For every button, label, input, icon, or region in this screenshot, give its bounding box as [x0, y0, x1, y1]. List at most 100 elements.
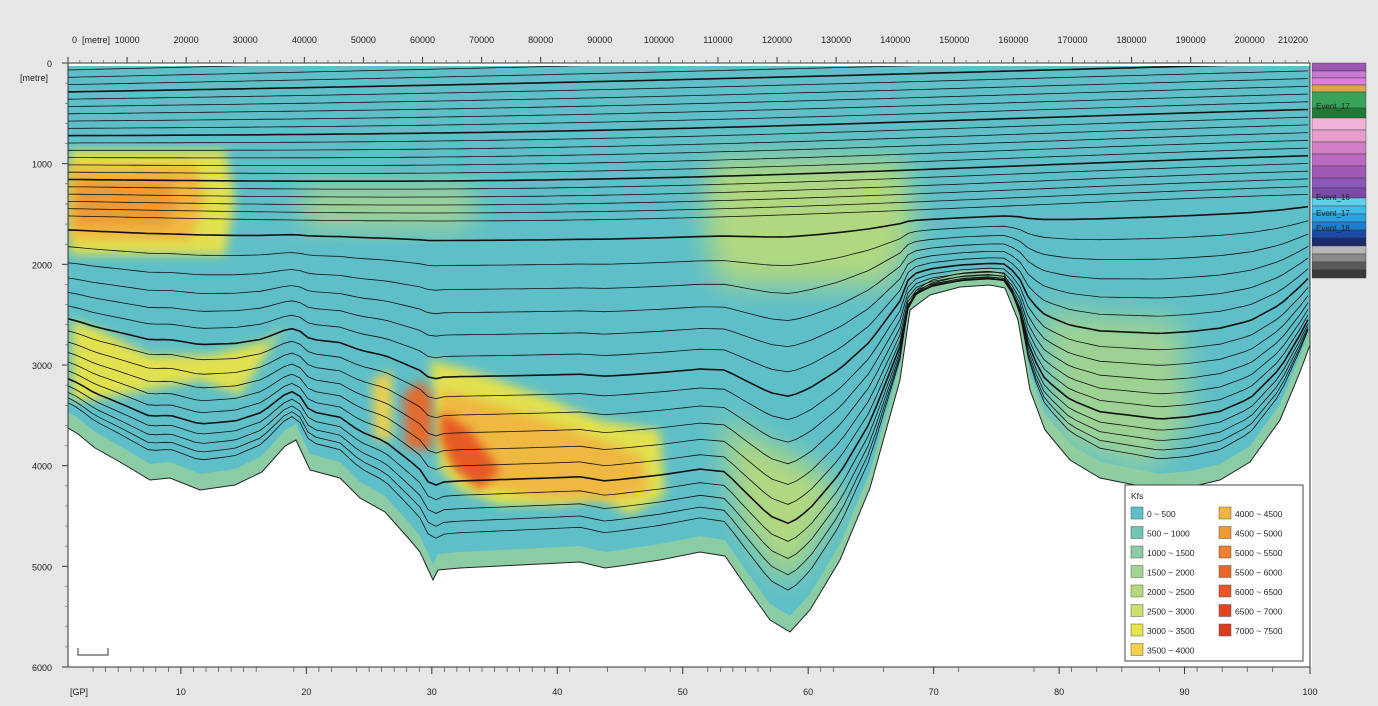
legend-box: [1124, 484, 1304, 662]
bottom-tick-label: 30: [427, 687, 437, 697]
top-tick-label: 0: [72, 35, 77, 45]
legend-swatch: [1130, 565, 1144, 578]
top-tick-label: 30000: [233, 35, 258, 45]
horizon-line-11: [68, 116, 1309, 144]
legend-swatch: [1130, 526, 1144, 539]
legend-entry-label: 6000 ~ 6500: [1235, 587, 1283, 597]
strip-band-9: [1311, 141, 1367, 155]
velocity-anomaly-5: [300, 185, 480, 230]
legend-entry-label: 3500 ~ 4000: [1147, 646, 1195, 656]
section-outline: [67, 284, 1311, 633]
horizon-line-7: [68, 85, 1309, 115]
strip-band-19: [1311, 237, 1367, 247]
velocity-anomaly-13: [720, 420, 840, 580]
color-strip: Event_17 Event_16 Event_17 Event_18: [1311, 62, 1367, 279]
horizon-group: [68, 66, 1309, 591]
legend-swatch: [1218, 506, 1232, 520]
horizon-line-8: [68, 93, 1309, 122]
bottom-unit-label: [GP]: [70, 687, 88, 697]
y-unit-label: [metre]: [20, 73, 48, 83]
horizon-line-26: [68, 251, 1309, 348]
bottom-tick-label: 50: [678, 687, 688, 697]
legend-entry-label: 1000 ~ 1500: [1147, 548, 1195, 558]
top-tick-label: 50000: [351, 35, 376, 45]
legend-entry-label: 7000 ~ 7500: [1235, 626, 1283, 636]
strip-band-1: [1311, 62, 1367, 72]
horizon-line-20: [68, 186, 1309, 214]
legend-entry-label: 4000 ~ 4500: [1235, 509, 1283, 519]
top-tick-label: 80000: [528, 35, 553, 45]
horizon-line-2: [68, 66, 1309, 78]
legend-entry-label: 0 ~ 500: [1147, 509, 1176, 519]
strip-band-3: [1311, 77, 1367, 86]
y-tick-label: 3000: [32, 361, 52, 371]
legend-swatch: [1218, 584, 1232, 598]
top-tick-label: 10000: [115, 35, 140, 45]
legend-swatch: [1130, 643, 1144, 656]
bottom-tick-label: 60: [803, 687, 813, 697]
top-tick-label: 130000: [821, 35, 851, 45]
top-tick-label: 100000: [644, 35, 674, 45]
scale-bar: [77, 648, 109, 656]
bottom-tick-label: 100: [1302, 687, 1317, 697]
axes: 0 10000 20000 30000 40000 50000 60000 70000 8000…: [20, 35, 1318, 697]
top-tick-label: 110000: [703, 35, 732, 45]
strip-band-12: [1311, 177, 1367, 189]
horizon-line-36: [68, 276, 1309, 559]
horizon-line-29: [68, 267, 1309, 421]
strip-band-21: [1311, 253, 1367, 263]
y-tick-label: 5000: [32, 562, 52, 572]
horizon-line-22: [68, 205, 1309, 242]
top-tick-label: 200000: [1235, 35, 1265, 45]
horizon-line-32: [68, 276, 1309, 485]
strip-label: Event_16: [1316, 193, 1350, 202]
strip-band-10: [1311, 153, 1367, 167]
bottom-tick-label: 90: [1180, 687, 1190, 697]
top-tick-label: 140000: [880, 35, 910, 45]
legend-entry-label: 5000 ~ 5500: [1235, 548, 1283, 558]
horizon-line-38: [68, 270, 1309, 591]
velocity-anomaly-12: [372, 370, 392, 440]
velocity-anomaly-7: [72, 320, 285, 400]
legend-entry-label: 5500 ~ 6000: [1235, 568, 1283, 578]
legend-entry-label: 500 ~ 1000: [1147, 529, 1190, 539]
top-tick-label: 170000: [1057, 35, 1087, 45]
horizon-line-6: [68, 78, 1309, 107]
strip-band-20: [1311, 245, 1367, 255]
horizon-line-19: [68, 178, 1309, 206]
velocity-anomaly-11: [403, 380, 432, 450]
horizon-line-5: [68, 70, 1309, 100]
top-tick-label: 90000: [587, 35, 612, 45]
top-unit-label: [metre]: [82, 35, 110, 45]
legend-swatch: [1130, 506, 1144, 520]
strip-label: Event_17: [1316, 102, 1350, 111]
horizon-line-13: [68, 132, 1309, 159]
legend-swatch: [1130, 545, 1144, 559]
strip-band-22: [1311, 261, 1367, 271]
bottom-tick-label: 10: [176, 687, 186, 697]
horizon-line-21: [68, 194, 1309, 222]
top-tick-label: 180000: [1117, 35, 1147, 45]
horizon-line-31: [68, 274, 1309, 465]
horizon-line-3: [68, 66, 1309, 85]
strip-label: Event_18: [1316, 224, 1350, 233]
bottom-tick-label: 20: [301, 687, 311, 697]
horizon-line-15: [68, 147, 1309, 174]
legend-swatch: [1218, 545, 1232, 559]
legend-swatch: [1218, 565, 1232, 578]
legend-swatch: [1218, 623, 1232, 637]
horizon-line-16: [68, 155, 1309, 182]
horizon-line-28: [68, 262, 1309, 398]
legend: Kfs 0 ~ 500 500 ~ 1000 1000 ~ 1500 1500 ~ 20…: [1124, 484, 1304, 662]
horizon-lines: [67, 66, 1311, 633]
horizon-line-35: [68, 277, 1309, 542]
bottom-tick-label: 70: [929, 687, 939, 697]
horizon-line-23: [68, 220, 1309, 267]
horizon-line-34: [68, 277, 1309, 525]
horizon-line-14: [68, 139, 1309, 166]
legend-entry-label: 2500 ~ 3000: [1147, 607, 1195, 617]
horizon-line-25: [68, 243, 1309, 321]
y-tick-label: 6000: [32, 663, 52, 673]
horizon-line-33: [68, 277, 1309, 505]
